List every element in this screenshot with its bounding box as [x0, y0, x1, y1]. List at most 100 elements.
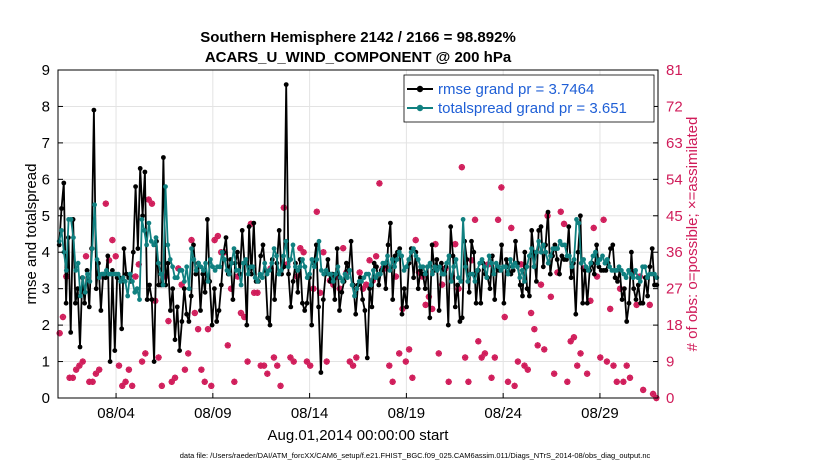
series-point — [645, 293, 650, 299]
series-point — [161, 155, 166, 160]
series-point — [408, 249, 414, 255]
series-point — [302, 308, 308, 313]
series-point — [285, 264, 291, 270]
obs-marker — [165, 317, 172, 325]
obs-marker — [323, 358, 330, 365]
series-point — [422, 271, 428, 277]
series-point — [456, 275, 461, 281]
series-point — [257, 271, 263, 277]
series-point — [508, 257, 513, 262]
series-point — [429, 242, 435, 248]
series-point — [503, 264, 508, 270]
obs-marker — [287, 354, 294, 361]
series-point — [98, 308, 104, 313]
obs-marker — [194, 325, 202, 333]
series-point — [86, 304, 92, 310]
obs-marker — [606, 305, 614, 313]
series-point — [623, 275, 629, 281]
series-point — [562, 242, 568, 248]
series-point — [582, 268, 588, 273]
series-point — [450, 253, 456, 259]
obs-marker — [639, 386, 647, 394]
series-point — [75, 286, 81, 292]
series-point — [193, 268, 199, 273]
series-point — [545, 260, 551, 266]
series-point — [635, 282, 641, 288]
series-point — [105, 253, 111, 259]
series-point — [517, 275, 523, 281]
series-point — [427, 260, 433, 266]
series-point — [515, 264, 520, 270]
obs-marker — [185, 350, 192, 357]
obs-marker — [138, 358, 146, 365]
legend-rmse-text: rmse grand pr = 3.7464 — [438, 81, 594, 98]
series-point — [80, 275, 86, 281]
obs-marker — [79, 358, 86, 365]
y-tick-label-left: 4 — [42, 244, 50, 261]
series-point — [245, 271, 251, 277]
series-point — [399, 253, 405, 259]
series-point — [640, 300, 646, 306]
series-point — [252, 275, 258, 281]
y-axis-left: 0 1 2 3 4 5 6 7 8 9 — [42, 62, 63, 407]
y-axis-right: 0 9 18 27 36 45 54 63 72 81 — [653, 62, 683, 407]
series-point — [382, 260, 388, 266]
obs-marker — [72, 366, 80, 373]
obs-marker — [577, 350, 584, 357]
obs-marker — [537, 281, 545, 288]
series-point — [94, 257, 100, 262]
obs-marker — [171, 374, 179, 381]
series-point — [457, 319, 463, 324]
series-point — [394, 257, 400, 262]
series-point — [437, 264, 442, 270]
series-point — [575, 249, 581, 255]
chart-title-line2: ACARS_U_WIND_COMPONENT @ 200 hPa — [205, 49, 512, 66]
series-point — [295, 289, 301, 295]
series-point — [132, 289, 138, 295]
series-point — [548, 253, 553, 259]
series-point — [134, 286, 140, 292]
y-tick-label-right: 81 — [666, 62, 683, 79]
series-point — [471, 249, 477, 255]
y-tick-label-left: 5 — [42, 208, 50, 225]
series-point — [624, 319, 630, 324]
series-point — [615, 279, 620, 284]
series-point — [149, 297, 155, 302]
series-point — [371, 268, 376, 273]
obs-marker — [102, 200, 110, 207]
series-point — [616, 264, 622, 270]
series-point — [179, 319, 185, 324]
obs-marker — [290, 358, 297, 365]
series-point — [304, 275, 310, 281]
series-point — [621, 271, 627, 277]
series-point — [489, 260, 494, 266]
series-point — [320, 297, 326, 302]
series-point — [212, 268, 218, 273]
series-totalspread — [56, 184, 660, 302]
series-point — [439, 260, 444, 266]
series-point — [146, 220, 152, 226]
legend-spread-marker — [416, 104, 424, 112]
series-point — [619, 268, 624, 273]
series-point — [608, 246, 613, 252]
obs-marker — [386, 362, 393, 369]
series-point — [635, 275, 641, 281]
series-point — [390, 297, 396, 302]
obs-marker — [339, 244, 347, 252]
y-tick-label-left: 6 — [42, 171, 50, 188]
series-point — [217, 264, 223, 270]
series-point — [446, 253, 452, 259]
obs-marker — [501, 313, 508, 321]
obs-marker — [610, 362, 617, 369]
series-point — [120, 275, 126, 281]
obs-marker — [155, 354, 162, 361]
obs-marker — [191, 309, 199, 317]
obs-marker — [356, 269, 363, 276]
series-point — [78, 293, 83, 299]
series-point — [172, 337, 178, 343]
series-point — [318, 370, 324, 375]
series-point — [576, 220, 582, 226]
series-point — [181, 286, 187, 292]
series-point — [203, 260, 209, 266]
series-point — [445, 322, 451, 328]
